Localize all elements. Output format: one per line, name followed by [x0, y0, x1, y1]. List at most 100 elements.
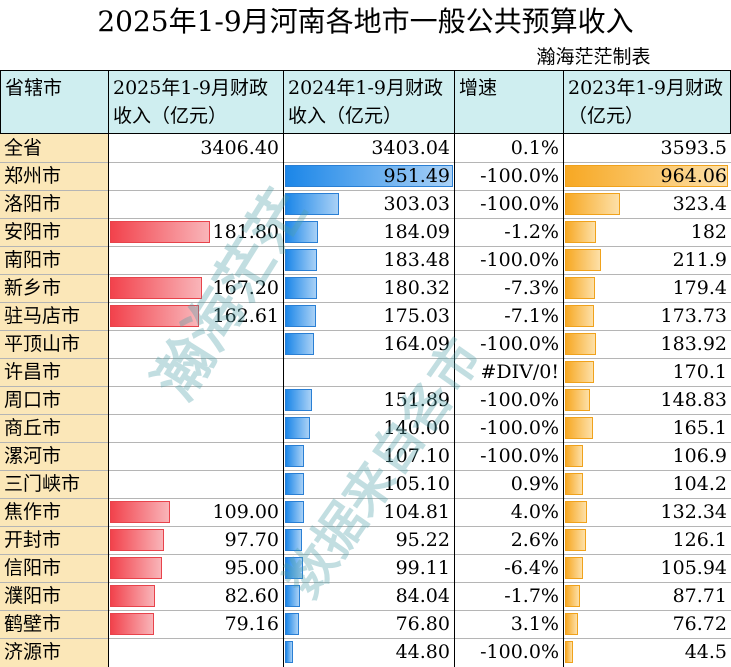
bar-v2024 [285, 277, 317, 299]
bar-v2023 [565, 473, 583, 495]
cell-growth: -100.0% [480, 445, 559, 467]
cell-v2023: 126.1 [672, 529, 727, 551]
cell-v2023: 211.9 [672, 249, 727, 271]
city-name: 全省 [4, 137, 43, 159]
row-divider [0, 190, 731, 191]
cell-growth: -100.0% [480, 333, 559, 355]
row-divider [0, 386, 731, 387]
row-divider [0, 162, 731, 163]
cell-v2023: 132.34 [660, 501, 727, 523]
cell-v2024: 107.10 [383, 445, 450, 467]
cell-v2024: 175.03 [383, 305, 450, 327]
city-name: 周口市 [4, 389, 62, 411]
cell-v2025: 162.61 [212, 305, 279, 327]
cell-growth: -6.4% [504, 557, 559, 579]
city-name: 漯河市 [4, 445, 62, 467]
cell-growth: -100.0% [480, 165, 559, 187]
cell-growth: #DIV/0! [480, 361, 559, 383]
cell-v2024: 84.04 [395, 585, 450, 607]
cell-v2024: 99.11 [395, 557, 450, 579]
bar-v2023 [565, 585, 580, 607]
cell-growth: 2.6% [510, 529, 559, 551]
cell-v2025 [108, 330, 283, 358]
city-name: 平顶山市 [4, 333, 81, 355]
cell-v2025 [108, 442, 283, 470]
cell-v2023: 76.72 [672, 613, 727, 635]
bar-v2024 [285, 501, 304, 523]
cell-v2023: 106.9 [672, 445, 727, 467]
row-divider [0, 638, 731, 639]
cell-growth: -7.3% [504, 277, 559, 299]
bar-v2023 [565, 277, 596, 299]
header-growth: 增速 [454, 70, 564, 134]
bar-v2023 [565, 557, 583, 579]
cell-growth: -100.0% [480, 641, 559, 663]
bar-v2025 [110, 529, 164, 551]
cell-v2025 [108, 414, 283, 442]
cell-v2024: 44.80 [395, 641, 450, 663]
bar-v2024 [285, 193, 339, 215]
table-subtitle: 瀚海茫茫制表 [536, 46, 651, 68]
cell-v2023: 165.1 [672, 417, 727, 439]
cell-v2023: 170.1 [672, 361, 727, 383]
bar-v2023 [565, 417, 593, 439]
cell-v2025: 181.80 [212, 221, 279, 243]
bar-v2024 [285, 305, 316, 327]
bar-v2023 [565, 641, 573, 663]
header-2025: 2025年1-9月财政收入（亿元） [108, 70, 284, 134]
city-name: 濮阳市 [4, 585, 62, 607]
bar-v2024 [285, 389, 312, 411]
bar-v2025 [110, 557, 163, 579]
cell-v2025: 82.60 [224, 585, 279, 607]
row-divider [0, 330, 731, 331]
cell-v2024: 140.00 [383, 417, 450, 439]
city-name: 焦作市 [4, 501, 62, 523]
row-divider [0, 218, 731, 219]
bar-v2025 [110, 613, 154, 635]
header-2024: 2024年1-9月财政收入（亿元） [283, 70, 455, 134]
cell-v2024: 76.80 [395, 613, 450, 635]
row-divider [0, 302, 731, 303]
city-name: 洛阳市 [4, 193, 62, 215]
cell-v2025 [108, 162, 283, 190]
cell-growth: -100.0% [480, 193, 559, 215]
city-name: 信阳市 [4, 557, 62, 579]
city-name: 新乡市 [4, 277, 62, 299]
cell-v2023: 105.94 [660, 557, 727, 579]
cell-v2025: 79.16 [224, 613, 279, 635]
name-column-background [0, 134, 108, 667]
bar-v2023 [565, 249, 601, 271]
cell-growth: -1.2% [504, 221, 559, 243]
cell-v2025: 109.00 [212, 501, 279, 523]
cell-v2025 [108, 470, 283, 498]
bar-v2024 [285, 641, 293, 663]
bar-v2024 [285, 473, 304, 495]
cell-v2023: 182 [690, 221, 727, 243]
cell-growth: 3.1% [510, 613, 559, 635]
cell-v2024: 105.10 [383, 473, 450, 495]
row-divider [0, 358, 731, 359]
row-divider [0, 498, 731, 499]
bar-v2025 [110, 585, 156, 607]
cell-growth: -1.7% [504, 585, 559, 607]
bar-v2024 [285, 249, 318, 271]
cell-v2024 [283, 358, 454, 386]
cell-growth: -100.0% [480, 249, 559, 271]
cell-v2024: 95.22 [395, 529, 450, 551]
bar-v2024 [285, 585, 300, 607]
cell-v2023: 87.71 [672, 585, 727, 607]
cell-v2023: 3593.5 [660, 137, 727, 159]
cell-v2023: 323.4 [672, 193, 727, 215]
city-name: 南阳市 [4, 249, 62, 271]
bar-v2024 [285, 445, 304, 467]
page-title: 2025年1-9月河南各地市一般公共预算收入 [97, 5, 634, 38]
city-name: 驻马店市 [4, 305, 81, 327]
city-name: 鹤壁市 [4, 613, 62, 635]
cell-growth: 0.1% [510, 137, 559, 159]
cell-v2025: 95.00 [224, 557, 279, 579]
cell-v2023: 183.92 [660, 333, 727, 355]
row-divider [0, 554, 731, 555]
cell-v2023: 964.06 [660, 165, 727, 187]
data-table: 省辖市 2025年1-9月财政收入（亿元） 2024年1-9月财政收入（亿元） … [0, 70, 731, 667]
bar-v2023 [565, 613, 578, 635]
